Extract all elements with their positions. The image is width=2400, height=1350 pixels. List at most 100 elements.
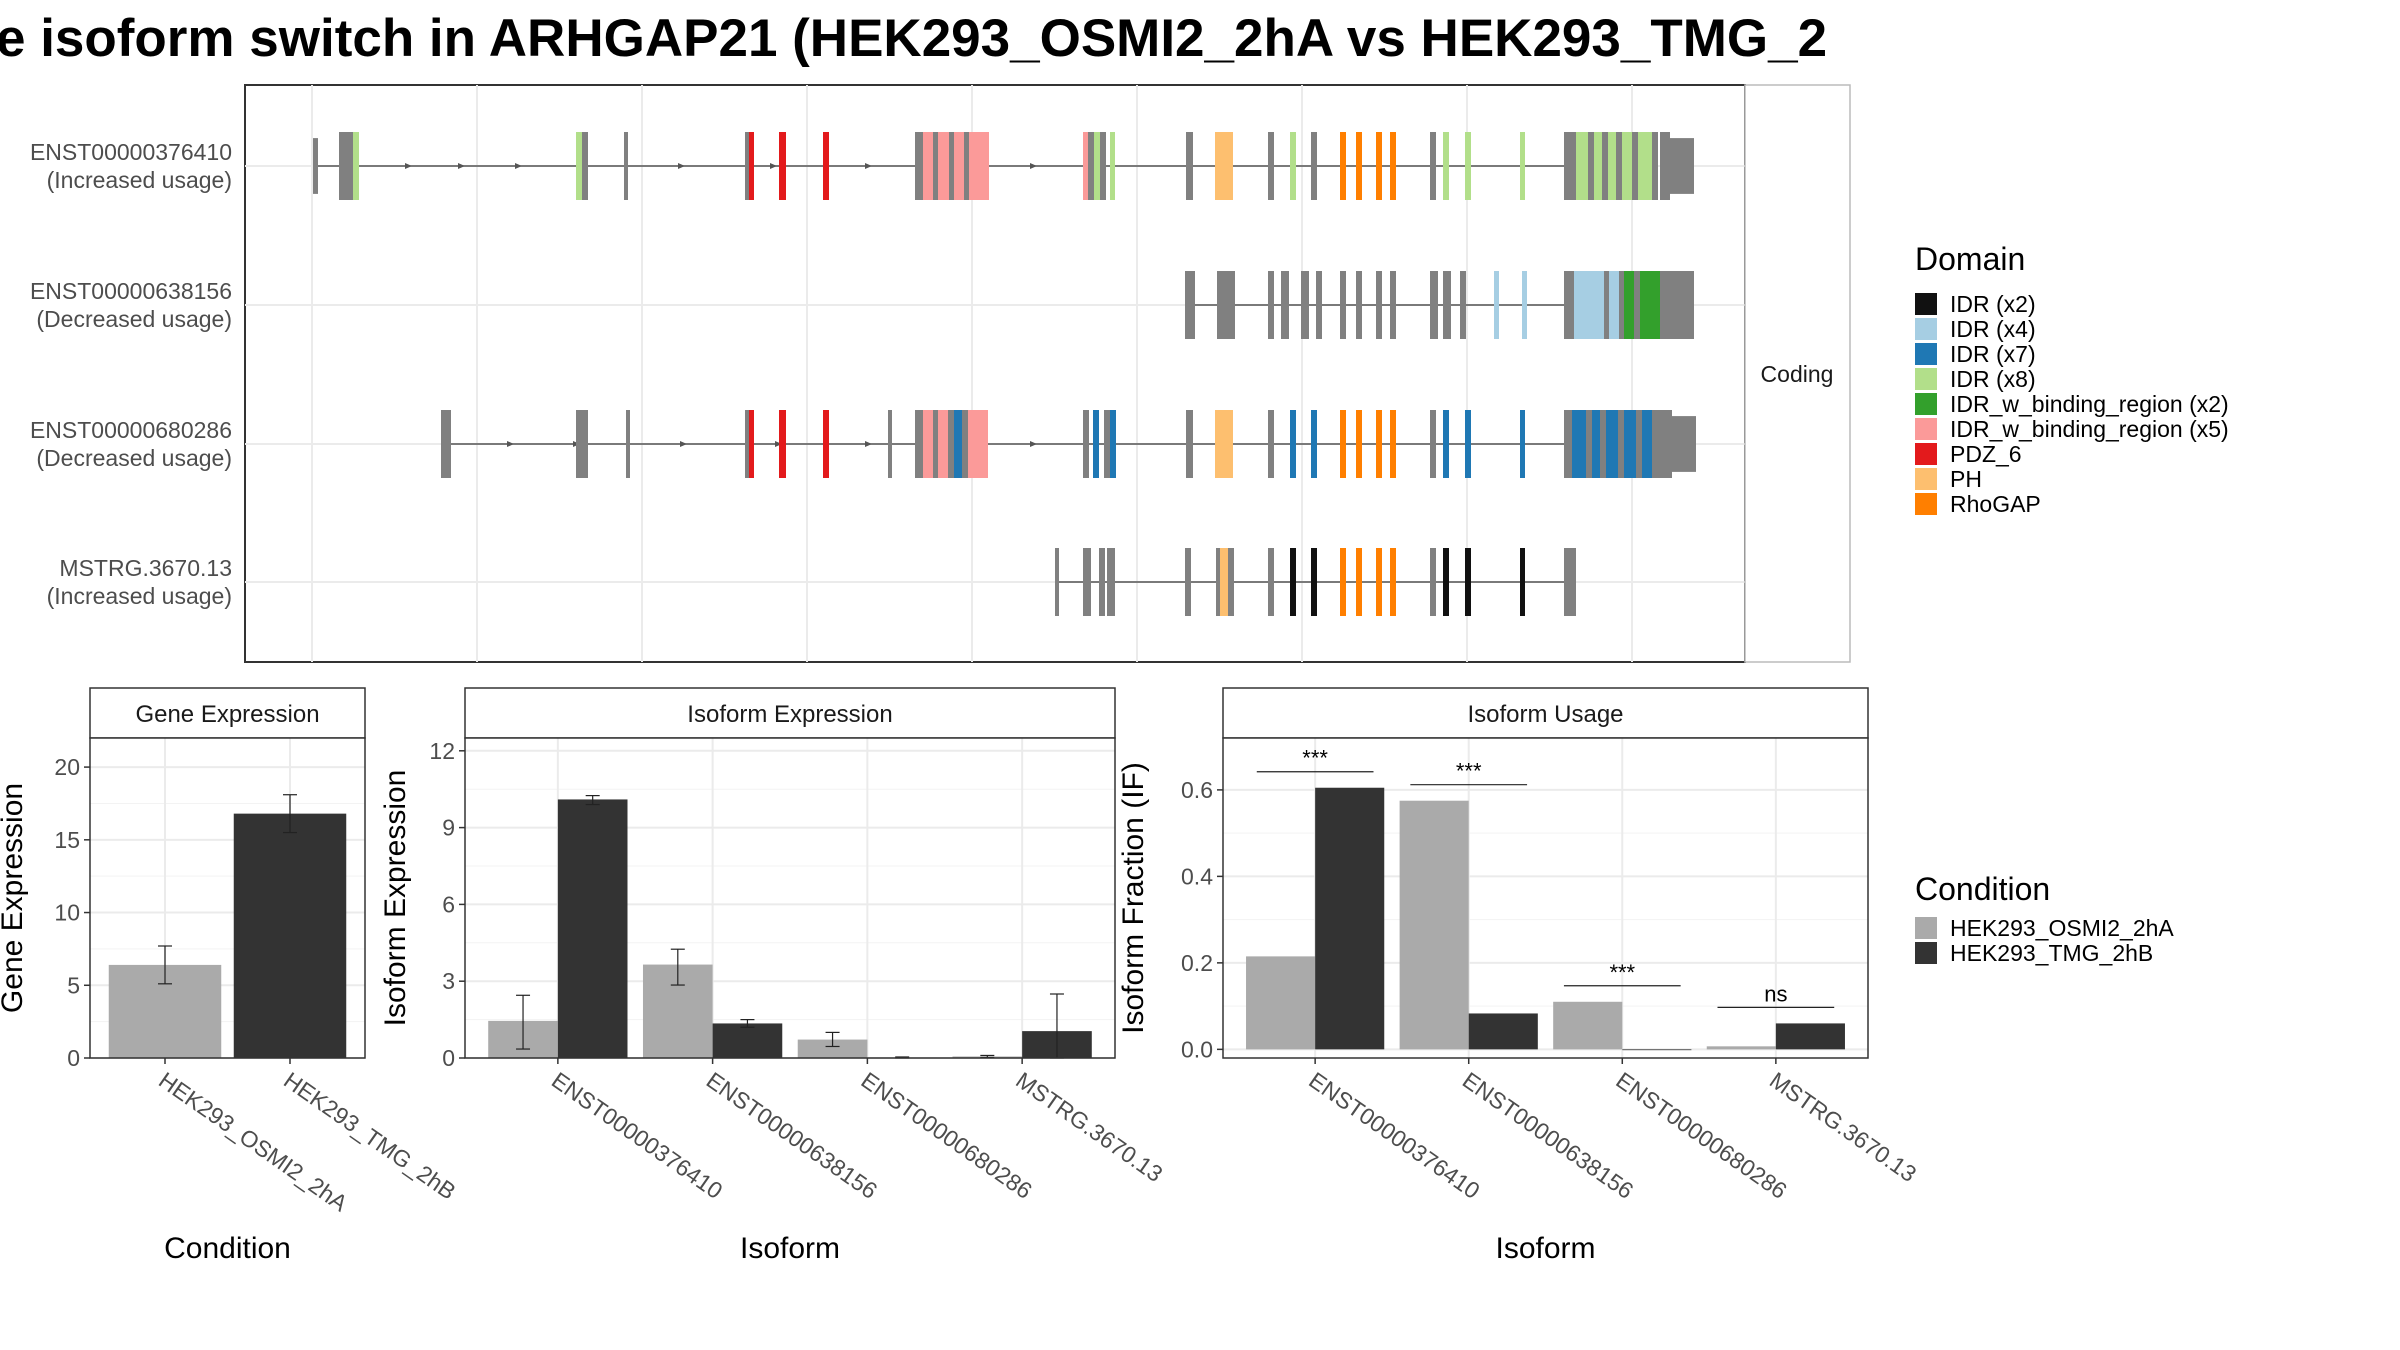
domain-block — [1572, 410, 1586, 478]
exon-block — [964, 132, 969, 200]
exon-block — [745, 410, 749, 478]
domain-block — [1311, 548, 1317, 616]
exon-block — [1088, 132, 1094, 200]
facet-strip — [1222, 687, 1869, 739]
domain-block — [1311, 410, 1317, 478]
exon-block — [1430, 132, 1436, 200]
transcript-usage-label: (Decreased usage) — [36, 445, 232, 471]
domain-block — [1110, 132, 1115, 200]
bar — [1622, 1049, 1692, 1051]
facet-strip — [89, 687, 366, 739]
domain-block — [1376, 548, 1382, 616]
domain-block — [1648, 271, 1660, 339]
bar — [1553, 1001, 1623, 1050]
y-tick-label: 20 — [54, 754, 80, 780]
y-tick-label: 5 — [67, 972, 80, 998]
exon-block — [1185, 548, 1191, 616]
exon-block — [1619, 271, 1624, 339]
y-tick-label: 3 — [442, 968, 455, 994]
domain-block — [968, 410, 988, 478]
exon-block — [1652, 132, 1658, 200]
figure-title: e isoform switch in ARHGAP21 (HEK293_OSM… — [0, 9, 1827, 68]
strand-arrow — [865, 163, 872, 169]
domain-block — [1443, 410, 1449, 478]
exon-block — [1660, 132, 1670, 200]
legend-swatch — [1915, 917, 1937, 939]
exon-block — [1430, 548, 1436, 616]
exon-block — [313, 138, 318, 194]
domain-block — [1592, 410, 1600, 478]
exon-block — [1104, 410, 1110, 478]
domain-block — [1609, 271, 1619, 339]
domain-block — [1215, 410, 1233, 478]
plot-border — [464, 737, 1116, 1059]
exon-block — [1268, 271, 1274, 339]
legend-entry: IDR (x7) — [1950, 341, 2036, 367]
domain-block — [938, 132, 949, 200]
bar — [1399, 800, 1469, 1050]
domain-block — [1093, 410, 1099, 478]
domain-block — [1465, 410, 1471, 478]
legend-swatch — [1915, 942, 1937, 964]
y-tick-label: 9 — [442, 815, 455, 841]
x-tick-label: MSTRG.3670.13 — [1011, 1067, 1167, 1187]
exon-block — [1268, 548, 1274, 616]
domain-block — [1215, 132, 1233, 200]
x-axis-title: Condition — [164, 1232, 291, 1265]
legend-entry: RhoGAP — [1950, 491, 2041, 517]
domain-block — [779, 132, 786, 200]
domain-block — [779, 410, 786, 478]
strand-arrow — [1030, 163, 1037, 169]
legend-entry: IDR_w_binding_region (x5) — [1950, 416, 2229, 442]
bar — [712, 1023, 783, 1058]
exon-block — [948, 410, 954, 478]
exon-block — [1616, 132, 1622, 200]
exon-block — [1356, 271, 1362, 339]
exon-block — [915, 132, 923, 200]
exon-block — [1672, 271, 1682, 339]
bar — [797, 1039, 868, 1058]
exon-block — [1634, 271, 1640, 339]
domain-block — [1340, 548, 1346, 616]
exon-block — [624, 132, 628, 200]
exon-block — [1636, 410, 1642, 478]
transcript-id-label: MSTRG.3670.13 — [59, 555, 232, 581]
domain-block — [954, 410, 962, 478]
exon-block — [1618, 410, 1624, 478]
exon-block — [1602, 132, 1608, 200]
exon-block — [1268, 132, 1274, 200]
exon-block — [1443, 271, 1451, 339]
exon-block — [1430, 410, 1436, 478]
bar — [1246, 956, 1316, 1050]
bar — [557, 799, 628, 1058]
exon-block — [1217, 271, 1235, 339]
exon-block — [1311, 132, 1317, 200]
domain-block — [1356, 410, 1362, 478]
domain-block — [1110, 410, 1116, 478]
legend-swatch — [1915, 318, 1937, 340]
x-axis-title: Isoform — [740, 1232, 840, 1265]
exon-block — [339, 132, 353, 200]
domain-block — [1522, 271, 1527, 339]
strand-arrow — [458, 163, 465, 169]
transcript-id-label: ENST00000680286 — [30, 417, 232, 443]
domain-block — [1340, 132, 1346, 200]
bar — [1775, 1023, 1845, 1050]
facet-strip-label: Coding — [1761, 361, 1834, 387]
domain-block — [923, 132, 933, 200]
y-axis-title: Gene Expression — [0, 783, 29, 1013]
domain-block — [1443, 132, 1449, 200]
exon-block — [1652, 410, 1662, 478]
strand-arrow — [775, 441, 782, 447]
domain-block — [1576, 132, 1588, 200]
transcript-id-label: ENST00000376410 — [30, 139, 232, 165]
exon-block — [1268, 410, 1274, 478]
domain-block — [1376, 132, 1382, 200]
strand-arrow — [515, 163, 522, 169]
exon-block — [1390, 271, 1396, 339]
significance-label: *** — [1456, 759, 1482, 784]
exon-block — [1600, 410, 1606, 478]
domain-block — [1594, 132, 1602, 200]
y-tick-label: 0 — [442, 1045, 455, 1071]
